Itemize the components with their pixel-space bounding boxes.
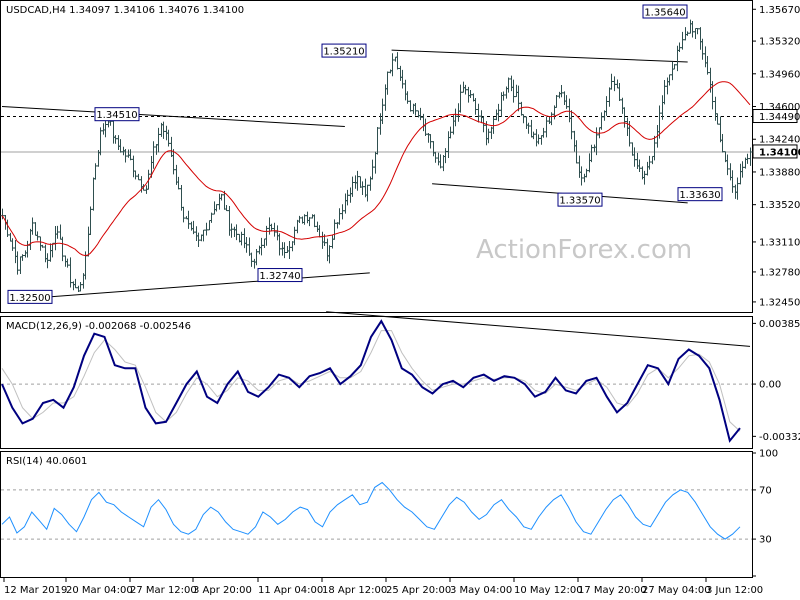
annotation-label: 1.33630	[679, 190, 720, 201]
price-axis-label: 1.35670	[759, 5, 800, 16]
current-price-tag-box	[752, 144, 798, 159]
annotation-box	[321, 43, 367, 58]
rsi-axis-label: 70	[759, 485, 772, 496]
price-layer: 1.32450 1.32780 1.33110 1.33520 1.33880 1.342…	[0, 4, 800, 308]
ohlc-bar	[748, 147, 753, 166]
x-axis-label: 18 Apr 12:00	[322, 585, 387, 596]
x-axis-label: 11 Apr 04:00	[258, 585, 323, 596]
rsi-axis-label: 100	[759, 449, 778, 460]
current-price-tag: 1.34100	[752, 144, 800, 159]
x-axis-label: 10 May 12:00	[514, 585, 583, 596]
rsi-title: RSI(14) 40.0601	[6, 456, 87, 467]
macd-line	[1, 319, 741, 443]
rsi-panel-frame	[0, 451, 753, 578]
annotation-label: 1.35640	[644, 7, 685, 18]
price-axis-label: 1.32780	[759, 267, 800, 278]
annotation: 1.33570	[557, 192, 603, 207]
x-axis-label: 25 Apr 20:00	[386, 585, 451, 596]
rsi-layer: 100 70 30	[1, 449, 778, 577]
annotation-label: 1.32740	[259, 271, 300, 282]
moving-average-line	[1, 81, 751, 257]
macd-title: MACD(12,26,9) -0.002068 -0.002546	[6, 321, 191, 332]
annotation-box	[642, 4, 688, 19]
trendline	[391, 49, 688, 63]
price-axis-label: 1.34600	[759, 102, 800, 113]
annotation-box	[557, 192, 603, 207]
trendline	[42, 272, 370, 298]
current-price-label: 1.34100	[759, 147, 800, 158]
x-axis-label: 3 Jun 12:00	[706, 585, 763, 596]
price-header: USDCAD,H4 1.34097 1.34106 1.34076 1.3410…	[6, 5, 244, 16]
annotation-box	[677, 187, 723, 202]
price-axis-label: 1.34240	[759, 135, 800, 146]
x-axis-label: 20 Mar 04:00	[66, 585, 133, 596]
macd-axis-label: 0.00	[759, 380, 781, 391]
annotation-box	[94, 107, 140, 122]
macd-layer: 0.003857 0.00 -0.003323	[1, 311, 800, 443]
level-line-tag: 1.34490	[752, 109, 800, 124]
macd-axis-label: 0.003857	[759, 319, 800, 330]
annotation: 1.32500	[7, 289, 53, 304]
price-axis-label: 1.35320	[759, 37, 800, 48]
annotation-box	[7, 289, 53, 304]
macd-trendline	[326, 311, 751, 347]
price-axis-label: 1.33110	[759, 237, 800, 248]
annotation: 1.32740	[257, 268, 303, 283]
macd-axis-label: -0.003323	[759, 432, 800, 443]
rsi-line	[1, 481, 741, 540]
x-axis-label: 17 May 20:00	[578, 585, 647, 596]
x-axis-label: 27 May 04:00	[642, 585, 711, 596]
watermark: ActionForex.com	[476, 235, 692, 265]
price-axis-label: 1.33880	[759, 167, 800, 178]
level-line-label: 1.34490	[759, 112, 800, 123]
annotation-label: 1.35210	[323, 47, 364, 58]
price-panel-frame	[0, 0, 753, 313]
annotation: 1.35210	[321, 43, 367, 58]
rsi-axis-label: 30	[759, 535, 772, 546]
annotation: 1.35640	[642, 4, 688, 19]
macd-panel-frame	[0, 316, 753, 449]
macd-signal-line	[1, 330, 741, 432]
price-axis-label: 1.33520	[759, 200, 800, 211]
x-axis-label: 12 Mar 2019	[4, 585, 67, 596]
trendline	[1, 106, 345, 128]
annotation-label: 1.33570	[559, 196, 600, 207]
annotation-label: 1.32500	[9, 293, 50, 304]
level-line-tag-box	[752, 109, 798, 124]
x-axis-label: 27 Mar 12:00	[130, 585, 197, 596]
price-axis-label: 1.32450	[759, 297, 800, 308]
annotation: 1.34510	[94, 107, 140, 122]
price-axis-label: 1.34960	[759, 69, 800, 80]
x-axis-label: 3 Apr 20:00	[193, 585, 252, 596]
annotation-label: 1.34510	[96, 110, 137, 121]
x-axis-label: 3 May 04:00	[450, 585, 512, 596]
annotation: 1.33630	[677, 187, 723, 202]
annotation-box	[257, 268, 303, 283]
